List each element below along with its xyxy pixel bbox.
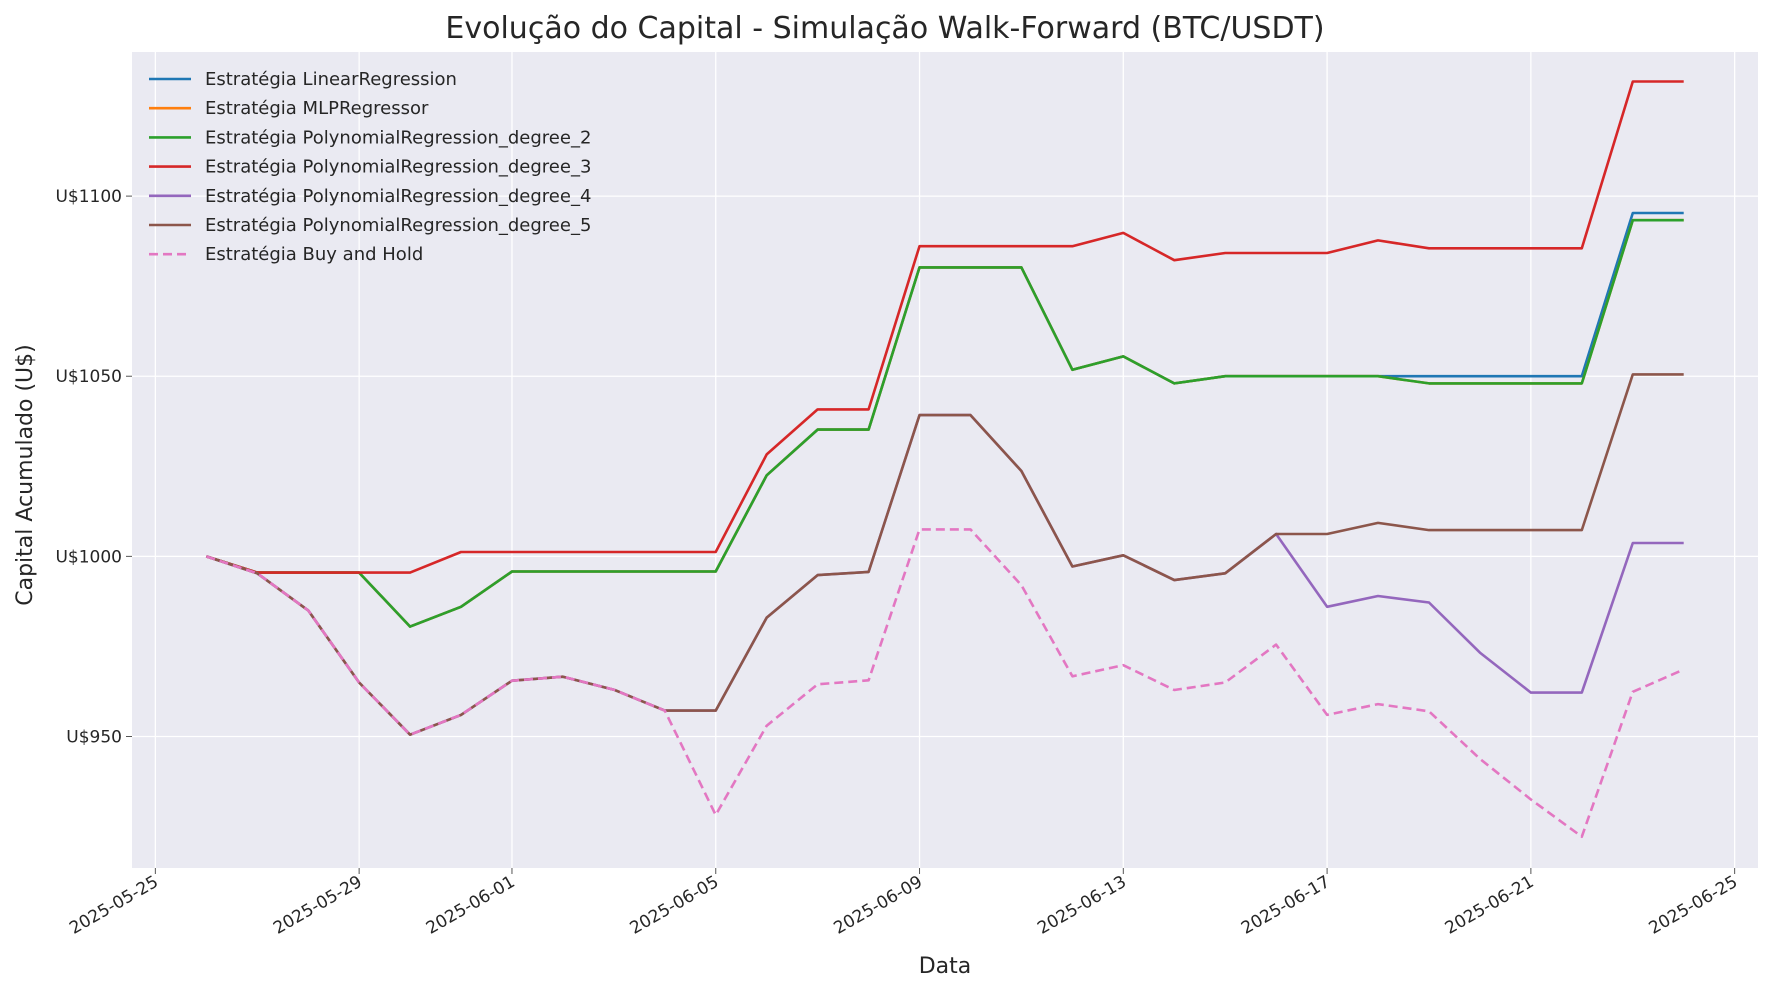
x-tick-label: 2025-06-01 <box>423 872 519 939</box>
legend-label: Estratégia PolynomialRegression_degree_2 <box>205 127 591 148</box>
x-tick-label: 2025-06-25 <box>1646 872 1742 939</box>
series-line-6 <box>205 528 1685 839</box>
x-tick-label: 2025-06-17 <box>1238 872 1334 939</box>
series-lines <box>205 80 1685 839</box>
legend-label: Estratégia PolynomialRegression_degree_3 <box>205 157 591 178</box>
y-axis-ticks: U$950 U$1000 U$1050 U$1100 <box>55 187 132 748</box>
y-tick-label: U$950 <box>66 728 122 748</box>
legend-label: Estratégia MLPRegressor <box>205 98 429 119</box>
legend: Estratégia LinearRegression Estratégia ML… <box>149 69 591 265</box>
plot-background <box>132 52 1758 868</box>
series-line-3 <box>205 80 1684 574</box>
x-tick-label: 2025-05-29 <box>270 872 366 939</box>
legend-label: Estratégia Buy and Hold <box>205 244 423 265</box>
grid-lines <box>132 52 1758 868</box>
chart-title: Evolução do Capital - Simulação Walk-For… <box>445 11 1324 46</box>
y-tick-label: U$1050 <box>55 367 122 387</box>
x-axis-ticks: 2025-05-25 2025-05-29 2025-06-01 2025-06-05… <box>66 868 1741 939</box>
x-tick-label: 2025-05-25 <box>66 872 162 939</box>
x-tick-label: 2025-06-13 <box>1034 872 1130 939</box>
x-tick-label: 2025-06-21 <box>1442 872 1538 939</box>
x-tick-label: 2025-06-05 <box>627 872 723 939</box>
legend-label: Estratégia PolynomialRegression_degree_5 <box>205 215 591 236</box>
y-tick-label: U$1000 <box>55 547 122 567</box>
legend-label: Estratégia LinearRegression <box>205 69 457 90</box>
y-axis-label: Capital Acumulado (U$) <box>13 344 38 606</box>
x-axis-label: Data <box>919 954 972 979</box>
y-tick-label: U$1100 <box>55 187 122 207</box>
x-tick-label: 2025-06-09 <box>830 872 926 939</box>
series-line-2 <box>205 218 1684 628</box>
legend-label: Estratégia PolynomialRegression_degree_4 <box>205 186 591 207</box>
